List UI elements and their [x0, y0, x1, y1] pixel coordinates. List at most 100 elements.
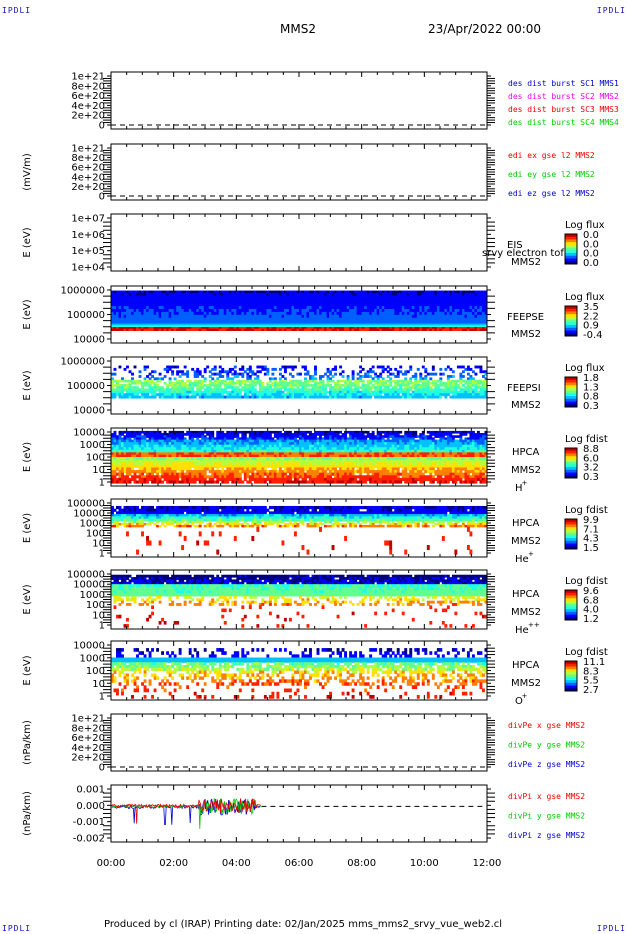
heatmap-cell	[128, 437, 132, 441]
heatmap-cell	[226, 300, 230, 304]
heatmap-cell	[414, 323, 418, 326]
heatmap-cell	[449, 395, 453, 399]
heatmap-cell	[261, 306, 265, 310]
heatmap-cell	[218, 381, 222, 385]
colorbar-tick-label: 2.2	[583, 311, 599, 322]
heatmap-cell	[414, 293, 418, 297]
heatmap-cell	[419, 303, 423, 307]
heatmap-cell	[449, 325, 453, 328]
heatmap-cell	[288, 311, 292, 316]
heatmap-cell	[404, 433, 408, 436]
heatmap-cell	[361, 314, 365, 319]
heatmap-cell	[376, 317, 380, 322]
heatmap-cell	[263, 323, 267, 326]
heatmap-cell	[444, 308, 448, 313]
heatmap-cell	[456, 308, 460, 313]
heatmap-cell	[236, 375, 240, 378]
heatmap-cell	[146, 388, 149, 392]
heatmap-cell	[376, 379, 380, 383]
heatmap-cell	[426, 327, 430, 330]
heatmap-cell	[304, 367, 307, 371]
heatmap-cell	[359, 295, 363, 299]
heatmap-cell	[236, 433, 240, 436]
heatmap-cell	[201, 328, 205, 331]
y-tick-label: 6e+20	[71, 91, 105, 102]
heatmap-cell	[266, 314, 270, 319]
heatmap-cell	[236, 437, 240, 441]
heatmap-cell	[419, 393, 423, 397]
heatmap-cell	[366, 328, 370, 331]
heatmap-cell	[394, 327, 398, 330]
heatmap-cell	[459, 379, 463, 383]
heatmap-cell	[309, 325, 312, 328]
heatmap-cell	[354, 314, 358, 319]
heatmap-cell	[171, 314, 175, 319]
heatmap-cell	[171, 430, 175, 434]
heatmap-cell	[146, 290, 149, 294]
heatmap-cell	[369, 367, 373, 371]
heatmap-cell	[286, 311, 290, 316]
heatmap-cell	[261, 365, 265, 369]
heatmap-cell	[238, 395, 242, 399]
heatmap-cell	[183, 437, 187, 441]
heatmap-cell	[299, 293, 302, 297]
heatmap-cell	[309, 317, 312, 322]
heatmap-cell	[281, 435, 285, 438]
heatmap-cell	[309, 293, 312, 297]
heatmap-cell	[341, 395, 345, 399]
heatmap-cell	[329, 379, 332, 383]
heatmap-cell	[484, 308, 488, 313]
heatmap-cell	[156, 393, 160, 397]
heatmap-cell	[324, 395, 327, 399]
heatmap-cell	[381, 370, 385, 374]
heatmap-cell	[288, 393, 292, 397]
heatmap-cell	[359, 298, 363, 302]
heatmap-cell	[181, 328, 185, 331]
heatmap-cell	[231, 393, 235, 397]
heatmap-cell	[223, 298, 227, 302]
heatmap-cell	[121, 320, 124, 325]
heatmap-cell	[304, 320, 307, 325]
heatmap-cell	[143, 430, 147, 434]
heatmap-cell	[314, 430, 317, 434]
heatmap-cell	[251, 395, 255, 399]
heatmap-cell	[236, 290, 240, 294]
heatmap-cell	[246, 314, 250, 319]
heatmap-cell	[334, 430, 337, 434]
heatmap-cell	[188, 381, 192, 385]
heatmap-cell	[404, 377, 408, 381]
heatmap-cell	[379, 386, 383, 389]
heatmap-cell	[459, 393, 463, 397]
heatmap-cell	[236, 395, 240, 399]
heatmap-cell	[339, 327, 343, 330]
heatmap-cell	[391, 308, 395, 313]
heatmap-cell	[414, 290, 418, 294]
heatmap-cell	[163, 381, 167, 385]
heatmap-cell	[161, 290, 165, 294]
heatmap-cell	[231, 293, 235, 297]
heatmap-cell	[456, 365, 460, 369]
heatmap-cell	[341, 435, 345, 438]
heatmap-cell	[273, 314, 277, 319]
heatmap-cell	[301, 435, 305, 438]
heatmap-cell	[341, 327, 345, 330]
heatmap-cell	[143, 323, 147, 326]
heatmap-cell	[203, 323, 207, 326]
heatmap-cell	[346, 393, 350, 397]
heatmap-cell	[221, 375, 225, 378]
heatmap-cell	[339, 303, 343, 307]
heatmap-cell	[414, 295, 418, 299]
heatmap-cell	[316, 327, 320, 330]
heatmap-cell	[321, 295, 325, 299]
heatmap-cell	[158, 298, 162, 302]
heatmap-cell	[336, 393, 340, 397]
heatmap-cell	[381, 435, 385, 438]
heatmap-cell	[479, 395, 483, 399]
heatmap-cell	[288, 395, 292, 399]
heatmap-cell	[481, 314, 485, 319]
heatmap-cell	[449, 435, 453, 438]
heatmap-cell	[341, 328, 345, 331]
heatmap-cell	[126, 311, 129, 316]
heatmap-cell	[226, 393, 230, 397]
heatmap-cell	[444, 327, 448, 330]
